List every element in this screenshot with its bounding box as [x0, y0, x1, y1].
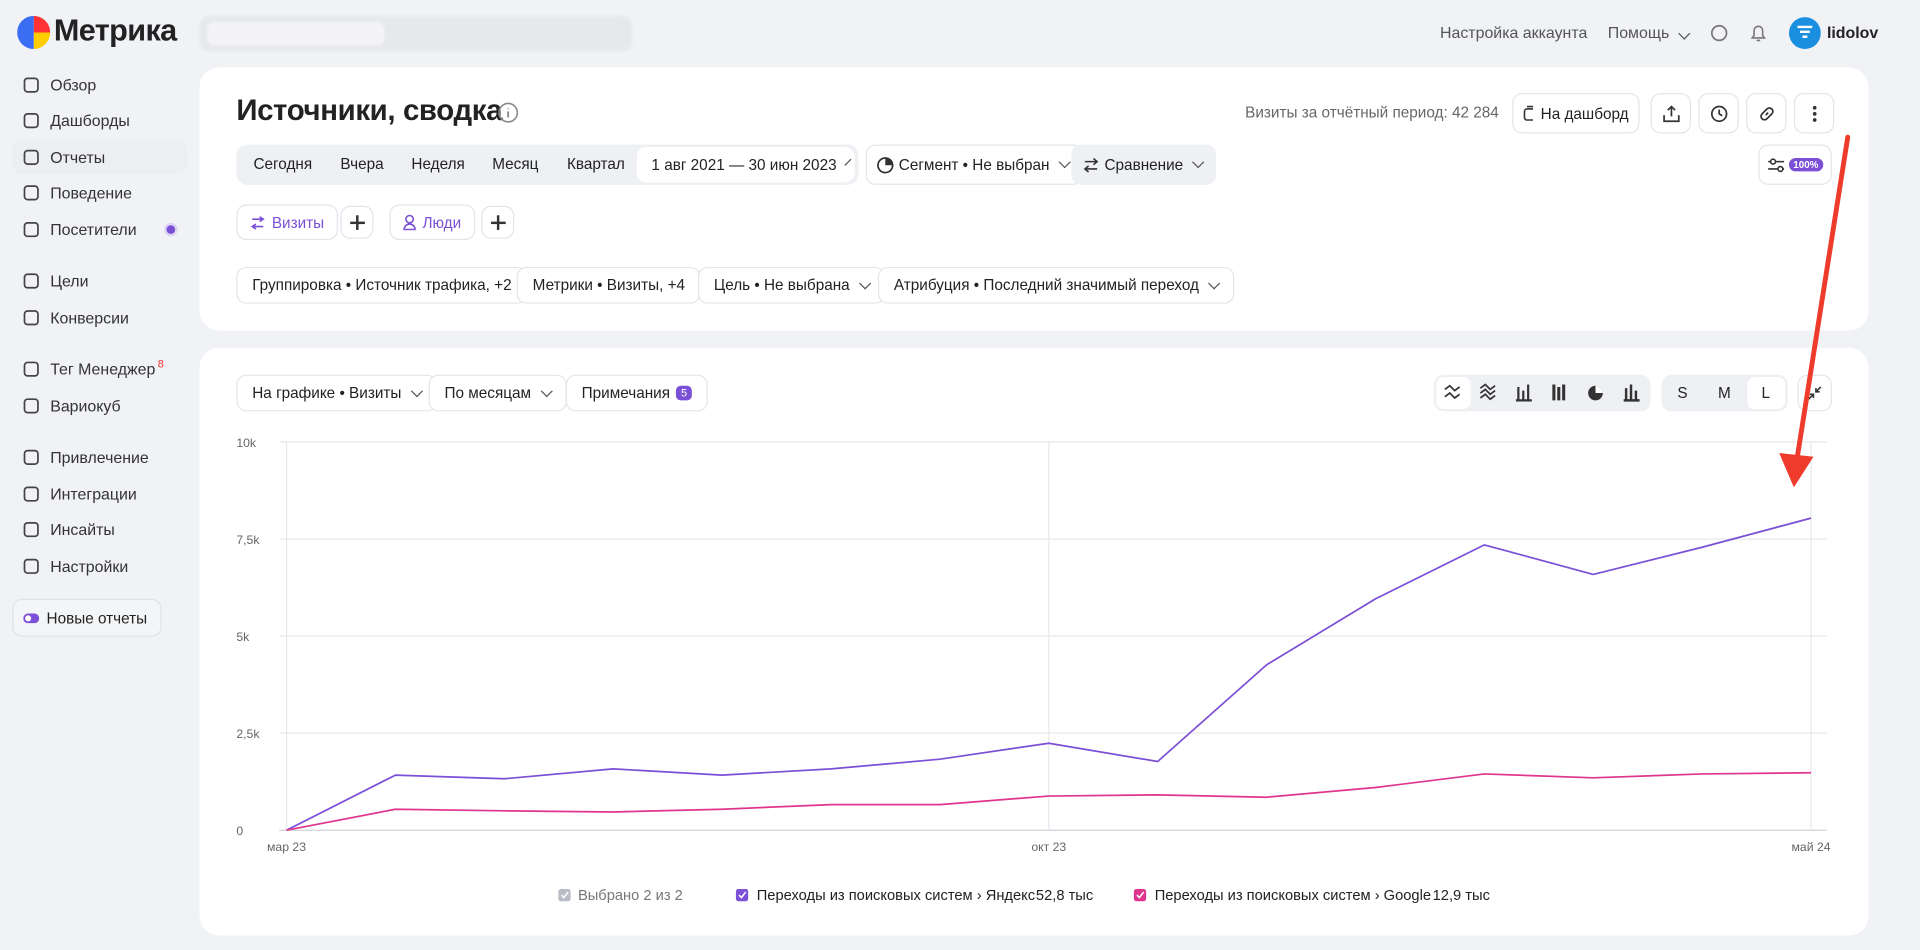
legend-swatch	[736, 889, 748, 901]
y-tick-label: 10k	[236, 436, 257, 450]
x-tick-label: мар 23	[267, 840, 306, 854]
legend-header: Выбрано 2 из 2	[578, 888, 683, 904]
x-tick-label: окт 23	[1031, 840, 1066, 854]
y-tick-label: 2,5k	[236, 727, 260, 741]
legend-total: 52,8 тыс	[1036, 888, 1093, 904]
legend-total: 12,9 тыс	[1433, 888, 1490, 904]
legend-swatch	[1134, 889, 1146, 901]
y-tick-label: 0	[236, 824, 243, 838]
legend-label: Переходы из поисковых систем › Google	[1155, 888, 1431, 904]
x-tick-label: май 24	[1791, 840, 1830, 854]
legend-label: Переходы из поисковых систем › Яндекс	[757, 888, 1035, 904]
y-tick-label: 5k	[236, 630, 250, 644]
legend-select-all	[558, 889, 570, 901]
y-tick-label: 7,5k	[236, 533, 260, 547]
